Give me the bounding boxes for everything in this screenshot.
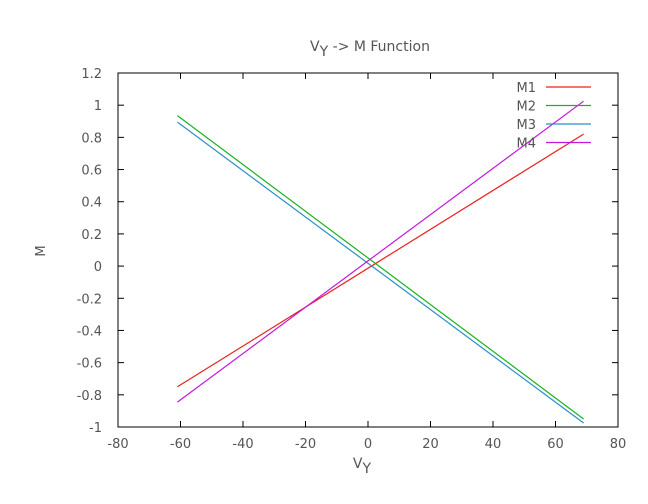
chart-title: VY -> M Function — [310, 39, 430, 60]
legend: M1 M2 M3 M4 — [517, 81, 591, 152]
y-tick-label: -0.4 — [77, 324, 102, 339]
x-tick-label: -40 — [232, 437, 253, 452]
series-line-m4 — [177, 100, 584, 403]
y-tick-label: -1 — [89, 421, 102, 436]
x-tick-label: 60 — [547, 437, 564, 452]
series-line-m1 — [177, 133, 584, 388]
axis-ticks: -80 -60 -40 -20 0 20 40 60 80 -1 -0.8 -0.6 -0.4 -0.2 0… — [77, 67, 627, 452]
legend-label-m4: M4 — [517, 137, 537, 152]
plot-frame — [117, 72, 619, 428]
y-tick-label: 0.8 — [81, 131, 102, 146]
x-tick-label: 40 — [485, 437, 502, 452]
y-tick-label: -0.6 — [77, 357, 102, 372]
x-tick-label: 20 — [422, 437, 439, 452]
y-tick-label: -0.2 — [77, 292, 102, 307]
x-tick-label: -60 — [170, 437, 191, 452]
y-tick-label: 0.4 — [81, 196, 102, 211]
x-tick-label: 0 — [364, 437, 372, 452]
x-tick-label: 80 — [610, 437, 627, 452]
y-tick-label: -0.8 — [77, 389, 102, 404]
y-axis-label: M — [34, 245, 49, 256]
legend-label-m3: M3 — [517, 118, 537, 133]
y-tick-label: 1 — [94, 99, 102, 114]
y-tick-label: 1.2 — [81, 67, 102, 82]
legend-label-m2: M2 — [517, 100, 537, 115]
data-series — [177, 100, 584, 424]
x-tick-label: -20 — [295, 437, 316, 452]
y-tick-label: 0.2 — [81, 228, 102, 243]
legend-label-m1: M1 — [517, 81, 537, 96]
x-tick-label: -80 — [107, 437, 128, 452]
x-axis-label: VY — [353, 456, 372, 477]
series-line-m3 — [177, 121, 584, 424]
y-tick-label: 0.6 — [81, 164, 102, 179]
series-line-m2 — [177, 115, 584, 420]
y-tick-label: 0 — [94, 260, 102, 275]
